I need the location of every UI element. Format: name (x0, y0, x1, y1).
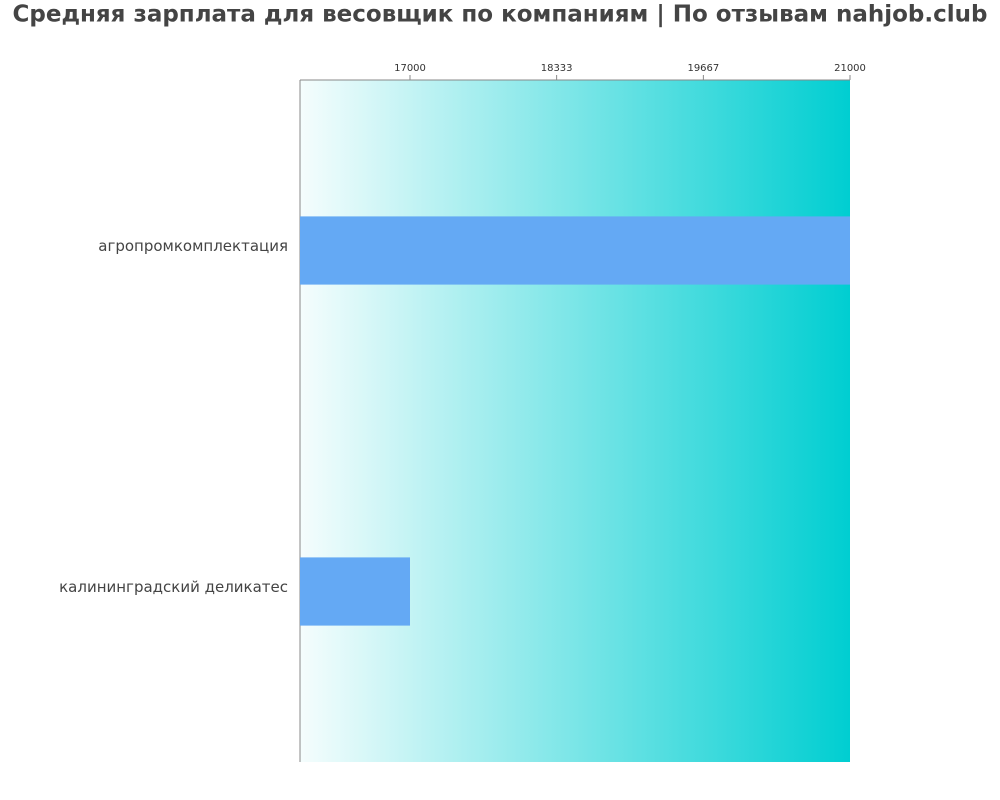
chart-title: Средняя зарплата для весовщик по компани… (13, 2, 988, 28)
bar (300, 216, 850, 285)
x-tick-label: 19667 (687, 63, 719, 74)
y-tick-label: агропромкомплектация (98, 237, 288, 255)
x-tick-label: 17000 (394, 63, 426, 74)
plot-background (300, 80, 850, 762)
y-tick-label: калининградский деликатес (59, 578, 288, 596)
bar (300, 557, 410, 626)
x-tick-label: 21000 (834, 63, 866, 74)
x-tick-label: 18333 (541, 63, 573, 74)
